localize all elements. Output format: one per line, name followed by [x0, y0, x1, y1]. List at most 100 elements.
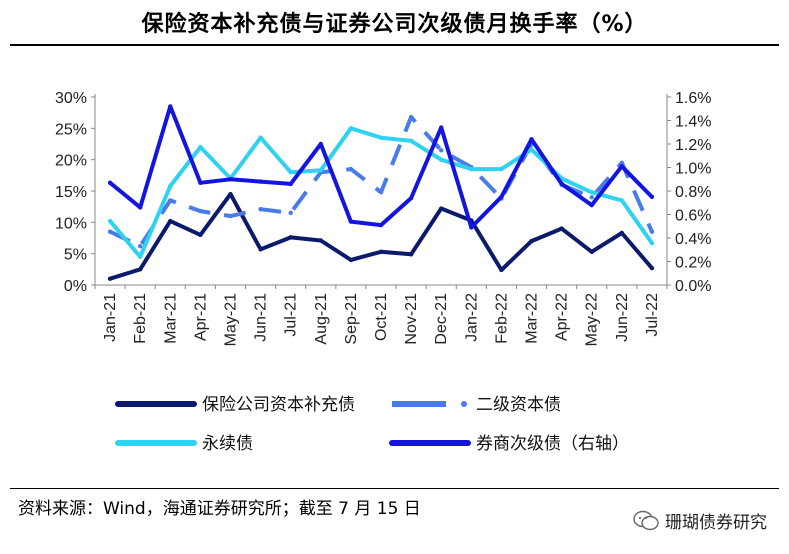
y-right-tick-label: 0.6% [675, 208, 711, 225]
y-left-tick-label: 25% [55, 121, 87, 138]
series-4-point [408, 195, 414, 201]
y-left-tick-label: 0% [64, 278, 87, 295]
series-2-point [619, 160, 625, 165]
x-tick-label: Dec-21 [433, 293, 450, 345]
series-2-point [348, 166, 354, 172]
x-tick-label: Sep-21 [343, 293, 360, 345]
series-4-point [318, 141, 323, 147]
series-4-point [137, 205, 143, 210]
watermark: 珊瑚债券研究 [633, 508, 767, 533]
series-1-point [559, 226, 564, 231]
series-4-point [469, 225, 474, 230]
series-3-point [198, 144, 203, 150]
y-right-tick-label: 0.4% [675, 231, 711, 248]
series-1-point [589, 249, 594, 254]
y-right-tick-label: 1.0% [675, 161, 711, 178]
series-4-point [559, 181, 564, 187]
series-1-point [198, 232, 203, 238]
series-3-point [107, 218, 113, 224]
series-4-point [348, 219, 354, 224]
series-1-point [168, 218, 173, 224]
y-right-tick-label: 0.8% [675, 184, 711, 201]
source-note: 资料来源：Wind，海通证券研究所；截至 7 月 15 日 [18, 499, 421, 519]
series-4-point [649, 194, 655, 200]
legend-label-3: 永续债 [202, 434, 253, 454]
series-2-point [228, 213, 233, 219]
x-tick-label: Jan-21 [102, 293, 119, 342]
series-3-point [619, 198, 625, 203]
y-left-tick-label: 10% [55, 215, 87, 232]
x-tick-label: Mar-22 [524, 293, 541, 344]
series-1-point [378, 249, 384, 254]
y-right-tick-label: 1.4% [675, 114, 711, 131]
series-4-point [439, 125, 444, 130]
x-tick-label: May-22 [584, 293, 601, 346]
series-4-point [198, 180, 203, 185]
x-tick-label: Nov-21 [403, 293, 420, 345]
series-4-point [589, 202, 594, 208]
x-tick-label: Oct-21 [373, 293, 390, 341]
series-4-point [378, 222, 384, 228]
y-left-tick-label: 15% [55, 184, 87, 201]
series-1-point [649, 265, 655, 271]
series-1-point [408, 252, 414, 257]
y-left-tick-label: 5% [64, 247, 87, 264]
series-4-point [107, 180, 113, 185]
series-1-point [258, 247, 263, 252]
series-2-point [258, 206, 263, 212]
series-1-point [228, 191, 233, 197]
x-tick-label: Jan-22 [463, 293, 480, 342]
series-3-point [168, 183, 173, 189]
series-3-point [589, 190, 594, 195]
x-tick-label: Jun-22 [614, 293, 631, 342]
x-tick-label: Jul-21 [283, 293, 300, 337]
series-2-point [107, 229, 113, 234]
series-3-point [348, 126, 354, 131]
series-4-point [619, 164, 625, 169]
y-right-tick-label: 1.2% [675, 137, 711, 154]
series-3-point [288, 170, 293, 175]
legend-label-4: 券商次级债（右轴） [476, 434, 629, 454]
y-left-tick-label: 30% [55, 90, 87, 107]
source-rule [10, 488, 779, 489]
series-4-point [168, 104, 173, 109]
series-2-point [378, 190, 384, 195]
x-tick-label: Apr-22 [554, 293, 571, 341]
y-left-tick-label: 20% [55, 153, 87, 170]
series-3-point [469, 166, 474, 172]
turnover-line-chart: 0% 5% 10% 15% 20% 25% 30% 0.0% 0.2% 0.4% 0.6% 0.8% 1… [55, 90, 712, 454]
x-tick-label: Feb-21 [132, 293, 149, 344]
title-rule [10, 44, 779, 46]
series-2-point [137, 243, 143, 249]
series-4-point [499, 194, 504, 200]
series-3-point [499, 166, 504, 172]
series-3-point [258, 135, 263, 140]
series-1-point [107, 276, 113, 281]
series-2-point [408, 114, 414, 120]
y-right-tick-label: 0.0% [675, 278, 711, 295]
series-1-point [288, 235, 293, 240]
x-tick-label: Jul-22 [644, 293, 661, 337]
series-1-point [619, 230, 625, 236]
x-tick-label: Aug-21 [313, 293, 330, 345]
y-right-tick-label: 0.2% [675, 255, 711, 272]
x-tick-label: Apr-21 [192, 293, 209, 341]
series-1-point [137, 267, 143, 272]
x-tick-label: Mar-21 [162, 293, 179, 344]
series-3-point [649, 240, 655, 246]
series-1-point [529, 238, 534, 244]
legend-label-2: 二级资本债 [476, 395, 561, 415]
series-1-point [318, 238, 323, 243]
legend-swatch-dot-2 [461, 401, 467, 407]
series-2-point [649, 229, 655, 234]
series-3-point [318, 168, 323, 173]
series-2-point [198, 208, 203, 214]
series-2-point [589, 195, 594, 200]
series-4-point [258, 179, 263, 184]
series-2-point [439, 148, 444, 153]
series-4-point [288, 181, 293, 187]
series-2-point [288, 210, 293, 216]
series-2-point [168, 198, 173, 203]
x-tick-label: Feb-22 [493, 293, 510, 344]
legend-label-1: 保险公司资本补充债 [202, 395, 355, 415]
